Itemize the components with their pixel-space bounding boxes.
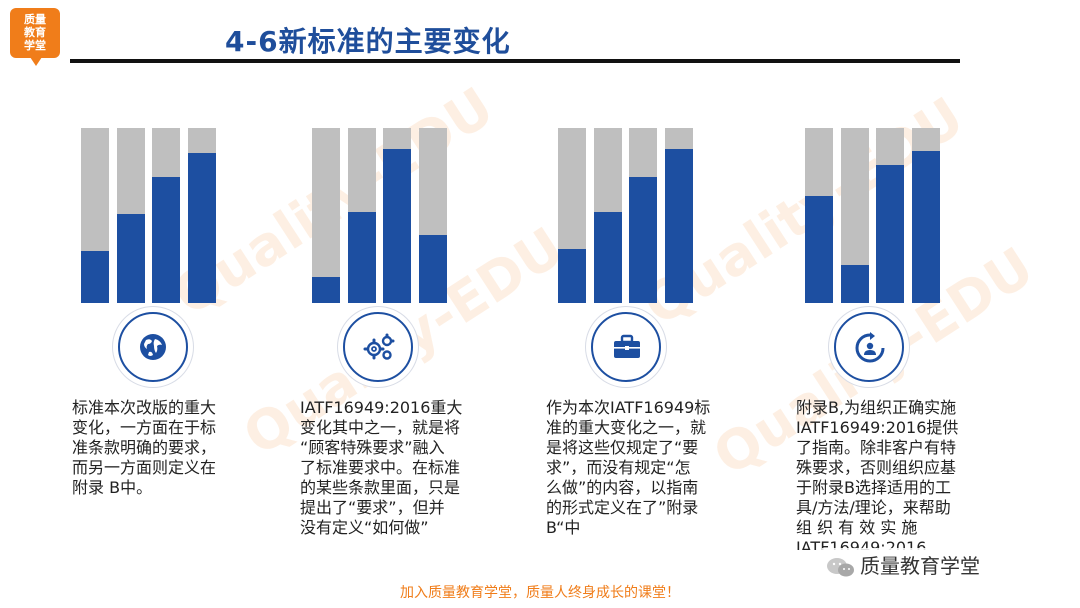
brand-logo: 质量 教育 学堂: [10, 8, 60, 66]
globe-icon-badge: [118, 312, 188, 382]
bar-track: [81, 128, 109, 303]
bar-chart-4: [805, 128, 940, 303]
bar-track: [188, 128, 216, 303]
footer-slogan: 加入质量教育学堂，质量人终身成长的课堂！: [400, 585, 680, 601]
bar-fill: [419, 234, 447, 303]
bar-track: [152, 128, 180, 303]
person-refresh-icon-badge: [834, 312, 904, 382]
gears-icon: [363, 333, 395, 360]
bar-track: [383, 128, 411, 303]
bar-fill: [383, 149, 411, 303]
bar-fill: [188, 152, 216, 303]
bar-fill: [81, 250, 109, 303]
briefcase-icon: [614, 334, 640, 358]
bar-track: [912, 128, 940, 303]
bar-fill: [912, 150, 940, 303]
bar-fill: [805, 196, 833, 303]
bar-fill: [348, 212, 376, 303]
wechat-badge-label: 质量教育学堂: [860, 554, 980, 578]
bar-fill: [665, 149, 693, 303]
bar-fill: [594, 212, 622, 303]
bar-fill: [152, 177, 180, 303]
bar-track: [841, 128, 869, 303]
bar-track: [665, 128, 693, 303]
bar-fill: [558, 248, 586, 303]
column-2-description: IATF16949:2016重大 变化其中之一，就是将 “顾客特殊要求”融入 了…: [300, 398, 463, 537]
bar-fill: [841, 264, 869, 303]
bar-track: [312, 128, 340, 303]
bar-chart-1: [81, 128, 216, 303]
column-1-description: 标准本次改版的重大 变化，一方面在于标 准条款明确的要求， 而另一方面则定义在 …: [72, 398, 217, 497]
brand-logo-text: 质量 教育 学堂: [24, 13, 46, 52]
title-underline: [70, 59, 960, 63]
bar-track: [558, 128, 586, 303]
bar-track: [876, 128, 904, 303]
page-title: 4-6新标准的主要变化: [225, 25, 511, 58]
person-refresh-icon: [855, 332, 885, 363]
bar-track: [594, 128, 622, 303]
bar-fill: [117, 213, 145, 303]
bar-track: [419, 128, 447, 303]
bar-track: [629, 128, 657, 303]
wechat-badge: 质量教育学堂: [822, 548, 984, 581]
wechat-icon: [826, 557, 856, 579]
bar-chart-3: [558, 128, 693, 303]
bar-track: [117, 128, 145, 303]
globe-icon: [140, 334, 166, 360]
bar-track: [348, 128, 376, 303]
column-4-description: 附录B,为组织正确实施 IATF16949:2016提供 了指南。除非客户有特 …: [796, 398, 959, 550]
bar-track: [805, 128, 833, 303]
column-3-description: 作为本次IATF16949标 准的重大变化之一，就 是将这些仅规定了“要 求”，…: [546, 398, 711, 537]
gears-icon-badge: [343, 312, 413, 382]
bar-fill: [312, 276, 340, 303]
bar-fill: [876, 164, 904, 303]
bar-chart-2: [312, 128, 447, 303]
bar-fill: [629, 177, 657, 303]
briefcase-icon-badge: [591, 312, 661, 382]
